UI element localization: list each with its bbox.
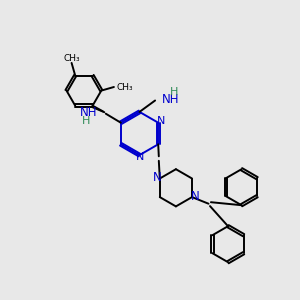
Text: CH₃: CH₃ — [117, 82, 134, 91]
Text: H: H — [169, 87, 178, 97]
Text: NH: NH — [80, 106, 98, 119]
Text: N: N — [156, 116, 165, 126]
Text: CH₃: CH₃ — [63, 54, 80, 63]
Text: N: N — [153, 171, 162, 184]
Text: N: N — [136, 152, 144, 162]
Text: N: N — [191, 190, 200, 203]
Text: H: H — [82, 116, 90, 127]
Text: NH: NH — [162, 93, 179, 106]
